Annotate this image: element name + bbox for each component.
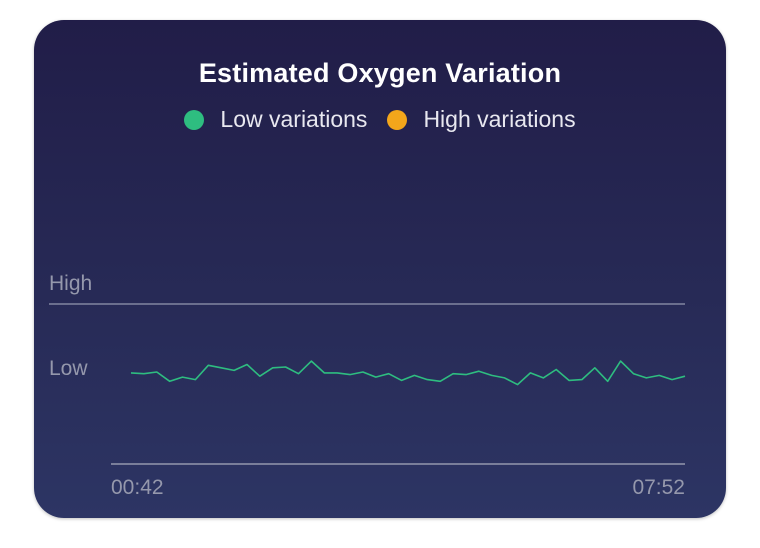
legend: Low variations High variations <box>34 106 726 133</box>
legend-item-low: Low variations <box>184 106 367 133</box>
low-variations-dot-icon <box>184 109 205 130</box>
y-level-label-high: High <box>49 272 92 295</box>
oxygen-variation-card: Estimated Oxygen Variation Low variation… <box>34 20 726 518</box>
chart-title: Estimated Oxygen Variation <box>198 58 562 88</box>
x-tick-label-end: 07:52 <box>632 476 685 499</box>
x-tick-label-start: 00:42 <box>111 476 164 499</box>
y-level-label-low: Low <box>49 357 88 380</box>
oxygen-chart: High Low 00:42 07:52 <box>49 272 686 499</box>
series-line-low-variations <box>130 360 686 386</box>
legend-label-low: Low variations <box>220 106 368 132</box>
legend-label-high: High variations <box>423 106 576 132</box>
series-low-variations <box>130 360 686 386</box>
high-variations-dot-icon <box>387 109 408 130</box>
legend-item-high: High variations <box>387 106 576 133</box>
